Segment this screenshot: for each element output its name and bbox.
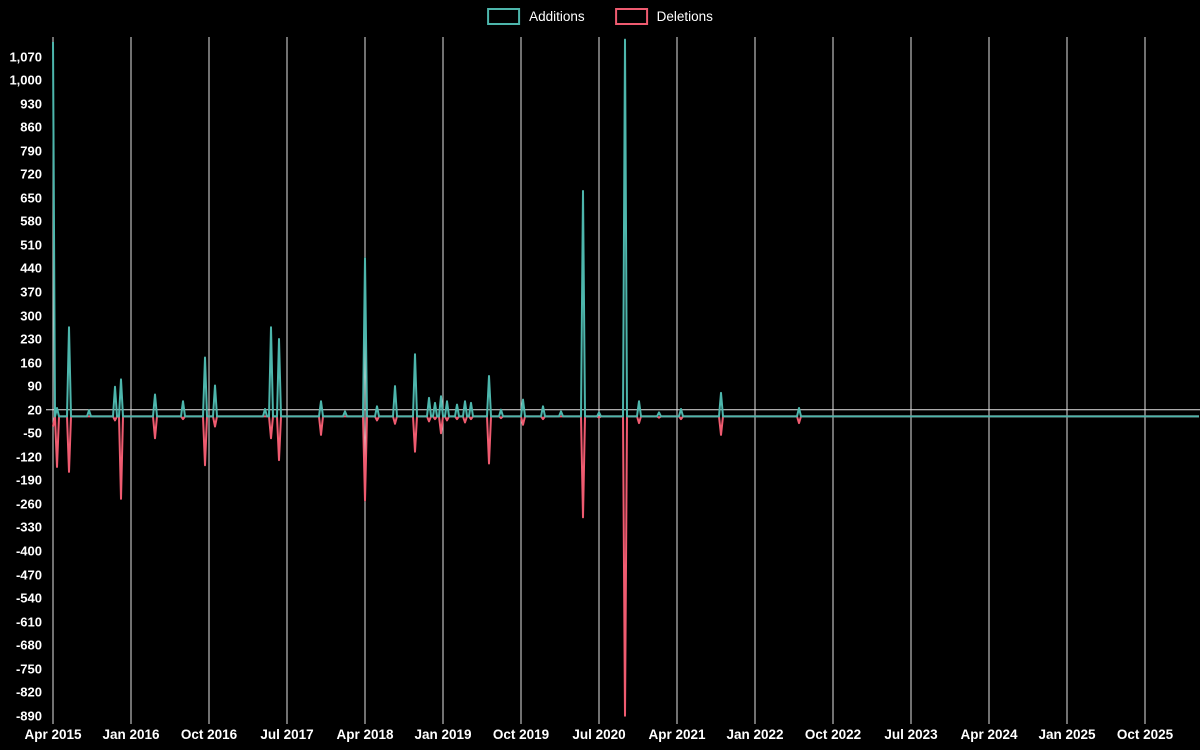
y-axis-tick-label: 860 bbox=[20, 119, 42, 135]
y-axis-tick-label: 160 bbox=[20, 355, 42, 371]
y-axis-tick-label: 1,070 bbox=[9, 49, 42, 64]
y-axis-tick-label: 230 bbox=[20, 331, 42, 347]
y-axis-tick-label: -330 bbox=[15, 519, 42, 535]
deletions-line bbox=[52, 415, 1199, 717]
y-axis-tick-label: -190 bbox=[15, 472, 42, 488]
y-axis-tick-label: 20 bbox=[27, 402, 42, 418]
x-axis-tick-label: Apr 2021 bbox=[648, 727, 706, 742]
x-axis-tick-label: Jul 2023 bbox=[884, 727, 938, 742]
y-axis-tick-label: 370 bbox=[20, 284, 42, 300]
y-axis-tick-label: 930 bbox=[20, 96, 42, 112]
x-axis-tick-label: Oct 2019 bbox=[492, 727, 550, 742]
y-axis-tick-label: -120 bbox=[15, 449, 42, 465]
y-axis-tick-label: 440 bbox=[20, 260, 42, 276]
legend-deletions-label: Deletions bbox=[656, 8, 713, 24]
legend-item-deletions[interactable]: Deletions bbox=[614, 8, 713, 25]
x-axis-tick-label: Jul 2017 bbox=[260, 727, 314, 742]
x-axis-tick-label: Oct 2025 bbox=[1116, 727, 1174, 742]
y-axis-tick-label: -680 bbox=[15, 637, 42, 653]
additions-line bbox=[52, 38, 1199, 418]
additions-swatch-icon bbox=[487, 8, 521, 25]
y-axis-tick-label: -610 bbox=[15, 614, 42, 630]
y-axis-tick-label: 1,000 bbox=[9, 72, 42, 88]
legend-additions-label: Additions bbox=[529, 8, 585, 24]
x-axis-tick-label: Jul 2020 bbox=[572, 727, 626, 742]
y-axis-tick-label: 300 bbox=[20, 308, 42, 323]
x-axis-tick-label: Apr 2015 bbox=[24, 727, 82, 742]
y-axis-tick-label: -820 bbox=[15, 684, 42, 700]
y-axis-tick-label: -750 bbox=[15, 661, 42, 677]
deletions-swatch-icon bbox=[614, 8, 648, 25]
chart-legend: Additions Deletions bbox=[487, 8, 713, 25]
y-axis-tick-label: 510 bbox=[20, 237, 42, 253]
x-axis-tick-label: Jan 2019 bbox=[414, 727, 472, 742]
y-axis-tick-label: 650 bbox=[20, 190, 42, 206]
x-axis-tick-label: Oct 2016 bbox=[180, 727, 238, 742]
y-axis-tick-label: -260 bbox=[15, 496, 42, 512]
y-axis-tick-label: -540 bbox=[15, 590, 42, 606]
y-axis-tick-label: -890 bbox=[15, 708, 42, 724]
y-axis-tick-label: 720 bbox=[20, 166, 42, 182]
y-axis-tick-label: 580 bbox=[20, 213, 42, 229]
y-axis-tick-label: 790 bbox=[20, 143, 42, 159]
y-axis-tick-label: -400 bbox=[15, 543, 42, 559]
y-axis-tick-label: 90 bbox=[27, 378, 42, 394]
x-axis-tick-label: Apr 2024 bbox=[960, 727, 1018, 742]
y-axis-tick-label: -50 bbox=[23, 425, 42, 441]
x-axis-tick-label: Oct 2022 bbox=[804, 727, 862, 742]
x-axis-tick-label: Jan 2016 bbox=[102, 727, 160, 742]
x-axis-tick-label: Apr 2018 bbox=[336, 727, 394, 742]
x-axis-tick-label: Jan 2022 bbox=[726, 727, 784, 742]
y-axis-tick-label: -470 bbox=[15, 567, 42, 582]
x-axis-tick-label: Jan 2025 bbox=[1038, 727, 1096, 742]
legend-item-additions[interactable]: Additions bbox=[487, 8, 585, 25]
